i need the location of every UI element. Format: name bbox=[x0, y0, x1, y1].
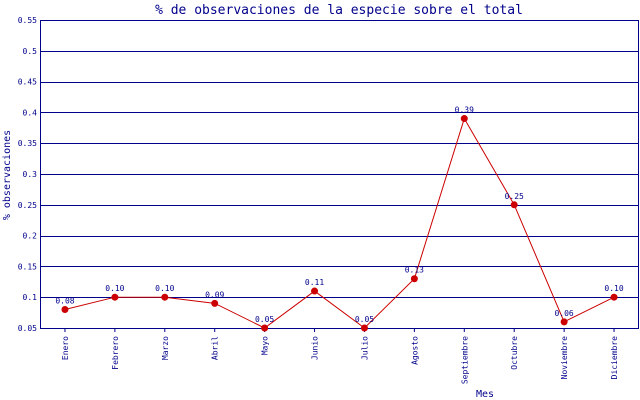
y-tick-label: 0.2 bbox=[23, 232, 38, 241]
x-tick-label: Octubre bbox=[510, 336, 519, 370]
data-label: 0.10 bbox=[604, 284, 623, 293]
x-tick-label: Abril bbox=[211, 336, 220, 360]
x-axis-ticks: Enero Febrero Marzo Abril Mayo Junio Julio Agos… bbox=[61, 328, 619, 384]
x-tick-label: Agosto bbox=[410, 336, 419, 365]
data-point bbox=[360, 324, 368, 332]
x-axis-label: Mes bbox=[476, 389, 494, 400]
y-tick-label: 0.15 bbox=[18, 262, 37, 271]
x-tick-label: Mayo bbox=[261, 336, 270, 355]
x-tick-label: Marzo bbox=[161, 336, 170, 360]
x-tick-label: Diciembre bbox=[610, 336, 619, 380]
y-tick-label: 0.05 bbox=[18, 324, 37, 333]
data-label: 0.06 bbox=[554, 309, 573, 318]
y-tick-label: 0.35 bbox=[18, 139, 37, 148]
data-label: 0.13 bbox=[405, 266, 424, 275]
data-points bbox=[61, 115, 618, 332]
data-point bbox=[510, 201, 518, 209]
data-label: 0.05 bbox=[255, 315, 274, 324]
data-point bbox=[261, 324, 269, 332]
y-tick-label: 0.25 bbox=[18, 201, 37, 210]
x-tick-label: Junio bbox=[311, 336, 320, 360]
data-point bbox=[410, 275, 418, 283]
data-label: 0.11 bbox=[305, 278, 324, 287]
chart-title: % de observaciones de la especie sobre e… bbox=[155, 3, 523, 18]
data-label: 0.10 bbox=[155, 284, 174, 293]
x-tick-label: Septiembre bbox=[460, 336, 469, 384]
x-tick-label: Noviembre bbox=[560, 336, 569, 380]
x-tick-label: Enero bbox=[61, 336, 70, 360]
data-point bbox=[111, 293, 119, 301]
y-tick-label: 0.1 bbox=[23, 293, 38, 302]
y-axis-label: % observaciones bbox=[2, 130, 13, 220]
data-point bbox=[610, 293, 618, 301]
y-tick-label: 0.55 bbox=[18, 16, 37, 25]
x-tick-label: Julio bbox=[360, 336, 369, 360]
grid-lines bbox=[40, 20, 639, 329]
y-axis-ticks: 0.05 0.1 0.15 0.2 0.25 0.3 0.35 0.4 0.45 0.5 0.55 bbox=[18, 16, 37, 333]
y-tick-label: 0.5 bbox=[23, 47, 38, 56]
data-point bbox=[211, 299, 219, 307]
x-tick-label: Febrero bbox=[111, 336, 120, 370]
data-label: 0.05 bbox=[355, 315, 374, 324]
data-point bbox=[61, 306, 69, 314]
data-label: 0.08 bbox=[55, 297, 74, 306]
data-label: 0.10 bbox=[105, 284, 124, 293]
data-point bbox=[460, 115, 468, 123]
data-point bbox=[560, 318, 568, 326]
data-labels: 0.08 0.10 0.10 0.09 0.05 0.11 0.05 0.13 0.39 0.25… bbox=[55, 106, 624, 324]
y-tick-label: 0.45 bbox=[18, 78, 37, 87]
data-point bbox=[161, 293, 169, 301]
data-label: 0.25 bbox=[505, 192, 524, 201]
y-tick-label: 0.4 bbox=[23, 108, 38, 117]
data-point bbox=[311, 287, 319, 295]
y-tick-label: 0.3 bbox=[23, 170, 38, 179]
data-label: 0.39 bbox=[455, 106, 474, 115]
series-line bbox=[64, 117, 615, 329]
data-label: 0.09 bbox=[205, 290, 224, 299]
